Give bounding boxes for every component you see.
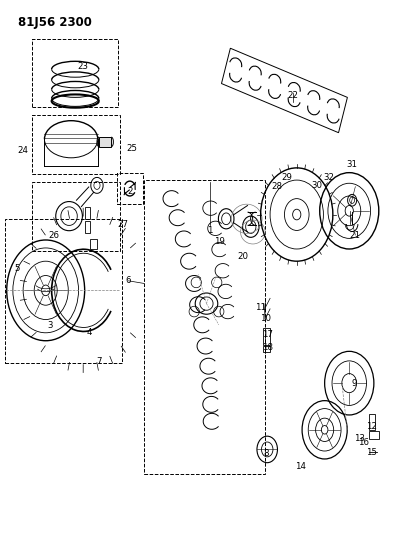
Text: 25: 25 bbox=[126, 144, 138, 154]
Bar bbox=[263, 328, 271, 345]
Text: 3: 3 bbox=[48, 321, 53, 330]
Bar bbox=[99, 137, 112, 147]
Text: 23: 23 bbox=[77, 62, 88, 70]
Text: 29: 29 bbox=[281, 173, 292, 182]
Text: 19: 19 bbox=[214, 237, 225, 246]
Text: 12: 12 bbox=[366, 422, 377, 431]
Bar bbox=[32, 182, 120, 251]
Text: 30: 30 bbox=[311, 181, 322, 190]
Text: 26: 26 bbox=[48, 231, 59, 240]
Text: 5: 5 bbox=[14, 264, 20, 272]
Text: 14: 14 bbox=[295, 463, 306, 471]
Bar bbox=[32, 115, 120, 174]
Text: 16: 16 bbox=[358, 438, 369, 447]
Bar bbox=[263, 346, 271, 352]
Text: 22: 22 bbox=[287, 91, 298, 100]
Text: 2: 2 bbox=[128, 187, 133, 196]
Bar bbox=[85, 221, 90, 233]
Text: 1: 1 bbox=[207, 226, 213, 235]
Text: 11: 11 bbox=[255, 303, 266, 312]
Text: 28: 28 bbox=[272, 182, 282, 191]
Text: 7: 7 bbox=[96, 358, 102, 367]
Bar bbox=[369, 414, 375, 430]
Bar bbox=[5, 219, 121, 363]
Text: 6: 6 bbox=[125, 276, 131, 285]
Text: 13: 13 bbox=[354, 434, 365, 443]
Text: 17: 17 bbox=[262, 330, 273, 339]
Bar bbox=[85, 207, 90, 219]
Bar bbox=[32, 38, 118, 108]
Bar bbox=[90, 239, 97, 249]
Text: 8: 8 bbox=[263, 449, 269, 458]
Text: 21: 21 bbox=[349, 231, 361, 240]
Bar bbox=[144, 180, 265, 474]
Bar bbox=[117, 173, 142, 204]
Text: 4: 4 bbox=[87, 328, 93, 337]
Text: 15: 15 bbox=[366, 448, 377, 457]
Bar bbox=[369, 431, 379, 439]
Text: 81J56 2300: 81J56 2300 bbox=[18, 16, 92, 29]
Bar bbox=[221, 49, 347, 133]
Text: 10: 10 bbox=[261, 314, 271, 323]
Text: 32: 32 bbox=[323, 173, 334, 182]
Text: 18: 18 bbox=[262, 343, 273, 352]
Text: 24: 24 bbox=[17, 147, 28, 156]
Text: 31: 31 bbox=[347, 160, 358, 169]
Text: 9: 9 bbox=[351, 378, 357, 387]
Text: 27: 27 bbox=[117, 220, 128, 229]
Text: 20: 20 bbox=[237, 253, 248, 262]
